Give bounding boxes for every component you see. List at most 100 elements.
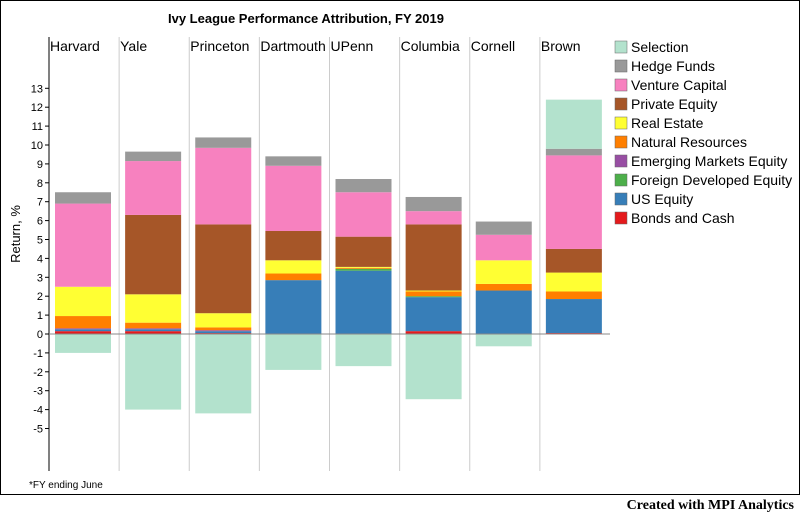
y-tick-label: -2 xyxy=(33,367,43,379)
category-label-dartmouth: Dartmouth xyxy=(260,38,325,54)
bar-upenn-hedge-funds xyxy=(335,179,392,193)
bar-princeton-hedge-funds xyxy=(195,137,252,148)
bar-princeton-private-equity xyxy=(195,224,252,314)
y-tick-label: -1 xyxy=(33,348,43,360)
bar-princeton-emerging-markets-equity xyxy=(195,330,252,332)
bar-columbia-private-equity xyxy=(405,224,462,291)
y-tick-label: 11 xyxy=(32,121,43,133)
bar-brown-venture-capital xyxy=(545,155,602,249)
bar-yale-private-equity xyxy=(125,214,182,295)
credit-text: Created with MPI Analytics xyxy=(626,498,794,513)
bar-dartmouth-venture-capital xyxy=(265,165,322,231)
y-tick-label: 1 xyxy=(37,310,43,322)
bar-columbia-hedge-funds xyxy=(405,196,462,212)
bar-yale-bonds-and-cash xyxy=(125,331,182,334)
bar-brown-real-estate xyxy=(545,272,602,292)
legend-label-emerging-markets-equity: Emerging Markets Equity xyxy=(631,153,787,169)
bar-cornell-us-equity xyxy=(475,290,532,334)
bar-yale-natural-resources xyxy=(125,322,182,329)
bar-harvard-real-estate xyxy=(55,286,111,317)
legend-swatch-us-equity xyxy=(614,192,628,206)
bar-yale-real-estate xyxy=(125,294,182,323)
bar-princeton-natural-resources xyxy=(195,327,252,331)
bar-columbia-us-equity xyxy=(405,297,462,332)
y-tick-label: 13 xyxy=(31,83,43,95)
y-tick-label: 8 xyxy=(37,178,43,190)
bar-harvard-us-equity xyxy=(55,329,111,332)
category-label-harvard: Harvard xyxy=(50,38,100,54)
bar-columbia-real-estate xyxy=(405,290,462,292)
y-tick-label: -5 xyxy=(33,424,43,436)
bar-princeton-venture-capital xyxy=(195,147,252,225)
legend-swatch-venture-capital xyxy=(614,78,628,92)
bar-harvard-selection xyxy=(55,334,111,353)
bar-columbia-natural-resources xyxy=(405,291,462,297)
category-label-cornell: Cornell xyxy=(471,38,515,54)
legend-swatch-real-estate xyxy=(614,116,628,130)
legend-swatch-emerging-markets-equity xyxy=(614,154,628,168)
bar-dartmouth-natural-resources xyxy=(265,273,322,281)
bar-dartmouth-selection xyxy=(265,334,322,370)
category-label-columbia: Columbia xyxy=(401,38,460,54)
bar-dartmouth-hedge-funds xyxy=(265,156,322,166)
bar-upenn-venture-capital xyxy=(335,192,392,237)
bar-cornell-real-estate xyxy=(475,260,532,284)
bar-harvard-hedge-funds xyxy=(55,192,111,204)
bar-brown-selection xyxy=(545,99,602,149)
bar-cornell-selection xyxy=(475,334,532,347)
bar-yale-selection xyxy=(125,334,182,410)
legend-label-bonds-and-cash: Bonds and Cash xyxy=(631,210,735,226)
legend-label-selection: Selection xyxy=(631,39,689,55)
legend-swatch-foreign-developed-equity xyxy=(614,173,628,187)
bar-cornell-hedge-funds xyxy=(475,221,532,235)
legend-swatch-selection xyxy=(614,40,628,54)
category-label-brown: Brown xyxy=(541,38,581,54)
bar-brown-private-equity xyxy=(545,248,602,273)
bar-harvard-venture-capital xyxy=(55,203,111,287)
bar-yale-hedge-funds xyxy=(125,151,182,162)
legend-swatch-hedge-funds xyxy=(614,59,628,73)
bar-yale-us-equity xyxy=(125,329,182,332)
bar-upenn-natural-resources xyxy=(335,267,392,269)
legend-swatch-private-equity xyxy=(614,97,628,111)
y-tick-label: 4 xyxy=(37,253,43,265)
y-tick-label: 2 xyxy=(37,291,43,303)
legend-label-real-estate: Real Estate xyxy=(631,115,704,131)
y-tick-label: 6 xyxy=(37,216,43,228)
chart-frame: Ivy League Performance Attribution, FY 2… xyxy=(0,0,800,495)
bar-yale-emerging-markets-equity xyxy=(125,328,182,330)
y-tick-label: 5 xyxy=(37,235,43,247)
bar-dartmouth-real-estate xyxy=(265,260,322,274)
category-label-yale: Yale xyxy=(120,38,147,54)
bar-upenn-real-estate xyxy=(335,266,392,268)
legend-label-private-equity: Private Equity xyxy=(631,96,717,112)
bar-brown-natural-resources xyxy=(545,291,602,300)
bar-cornell-natural-resources xyxy=(475,283,532,291)
bar-columbia-venture-capital xyxy=(405,211,462,225)
y-tick-label: 3 xyxy=(37,272,43,284)
legend-label-foreign-developed-equity: Foreign Developed Equity xyxy=(631,172,792,188)
category-label-upenn: UPenn xyxy=(331,38,374,54)
legend-label-us-equity: US Equity xyxy=(631,191,693,207)
footnote: *FY ending June xyxy=(29,480,103,491)
bar-yale-venture-capital xyxy=(125,161,182,215)
bar-columbia-bonds-and-cash xyxy=(405,331,462,334)
legend-label-venture-capital: Venture Capital xyxy=(631,77,727,93)
y-tick-label: 10 xyxy=(31,140,43,152)
bar-columbia-selection xyxy=(405,334,462,400)
y-tick-label: -4 xyxy=(33,405,43,417)
legend-label-natural-resources: Natural Resources xyxy=(631,134,747,150)
y-tick-label: 9 xyxy=(37,159,43,171)
bar-harvard-natural-resources xyxy=(55,316,111,329)
y-tick-label: 0 xyxy=(37,329,43,341)
bar-princeton-us-equity xyxy=(195,331,252,334)
legend: Selection Hedge Funds Venture Capital Priva… xyxy=(614,39,792,226)
bar-upenn-private-equity xyxy=(335,236,392,267)
legend-swatch-bonds-and-cash xyxy=(614,211,628,225)
legend-swatch-natural-resources xyxy=(614,135,628,149)
y-tick-label: 12 xyxy=(31,102,43,114)
bar-upenn-selection xyxy=(335,334,392,367)
bar-harvard-bonds-and-cash xyxy=(55,331,111,334)
chart-svg: Ivy League Performance Attribution, FY 2… xyxy=(8,11,792,491)
